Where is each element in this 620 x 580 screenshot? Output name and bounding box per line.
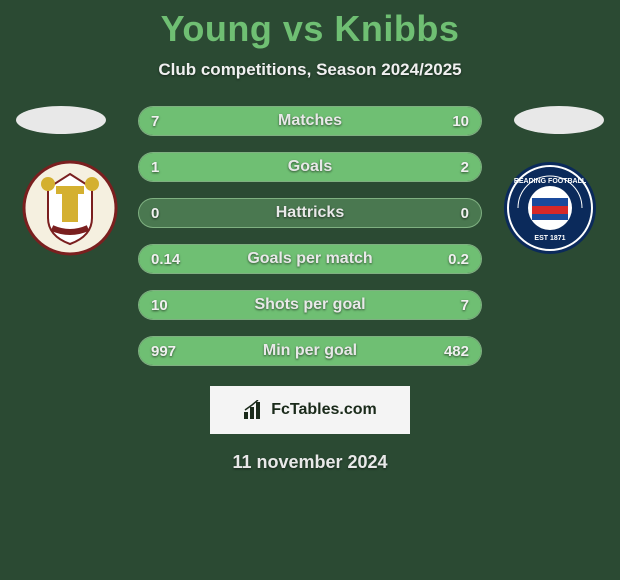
bar-value-right: 2: [461, 153, 469, 181]
bar-value-left: 997: [151, 337, 176, 365]
stat-bar: Shots per goal10 7: [138, 290, 482, 320]
player-right-placeholder: [514, 106, 604, 134]
bar-value-right: 0: [461, 199, 469, 227]
bar-value-right: 10: [452, 107, 469, 135]
bar-label: Goals: [139, 153, 481, 181]
stat-bar: Hattricks0 0: [138, 198, 482, 228]
bar-value-right: 482: [444, 337, 469, 365]
brand-text: FcTables.com: [271, 401, 377, 419]
stevenage-crest-icon: [22, 160, 118, 256]
bar-label: Hattricks: [139, 199, 481, 227]
stat-bars: Matches710Goals12Hattricks00Goals per ma…: [138, 98, 482, 366]
stat-bar: Matches7 10: [138, 106, 482, 136]
reading-crest-icon: READING FOOTBALL EST 1871: [502, 160, 598, 256]
comparison-panel: READING FOOTBALL EST 1871 Matches710Goal…: [0, 98, 620, 366]
bar-value-right: 0.2: [448, 245, 469, 273]
bar-label: Matches: [139, 107, 481, 135]
bar-label: Shots per goal: [139, 291, 481, 319]
bar-value-left: 10: [151, 291, 168, 319]
bar-value-left: 7: [151, 107, 159, 135]
club-badge-left: [22, 160, 118, 256]
svg-text:READING FOOTBALL: READING FOOTBALL: [514, 178, 587, 185]
bar-label: Min per goal: [139, 337, 481, 365]
brand-box: FcTables.com: [210, 386, 410, 434]
bars-icon: [243, 400, 265, 420]
page-title: Young vs Knibbs: [0, 0, 620, 50]
stat-bar: Goals1 2: [138, 152, 482, 182]
bar-label: Goals per match: [139, 245, 481, 273]
svg-text:EST 1871: EST 1871: [534, 235, 565, 242]
bar-value-right: 7: [461, 291, 469, 319]
player-left-placeholder: [16, 106, 106, 134]
club-badge-right: READING FOOTBALL EST 1871: [502, 160, 598, 256]
stat-bar: Goals per match0.14 0.2: [138, 244, 482, 274]
subtitle: Club competitions, Season 2024/2025: [0, 60, 620, 80]
bar-value-left: 0: [151, 199, 159, 227]
bar-value-left: 0.14: [151, 245, 180, 273]
bar-value-left: 1: [151, 153, 159, 181]
date-text: 11 november 2024: [0, 452, 620, 473]
stat-bar: Min per goal997 482: [138, 336, 482, 366]
